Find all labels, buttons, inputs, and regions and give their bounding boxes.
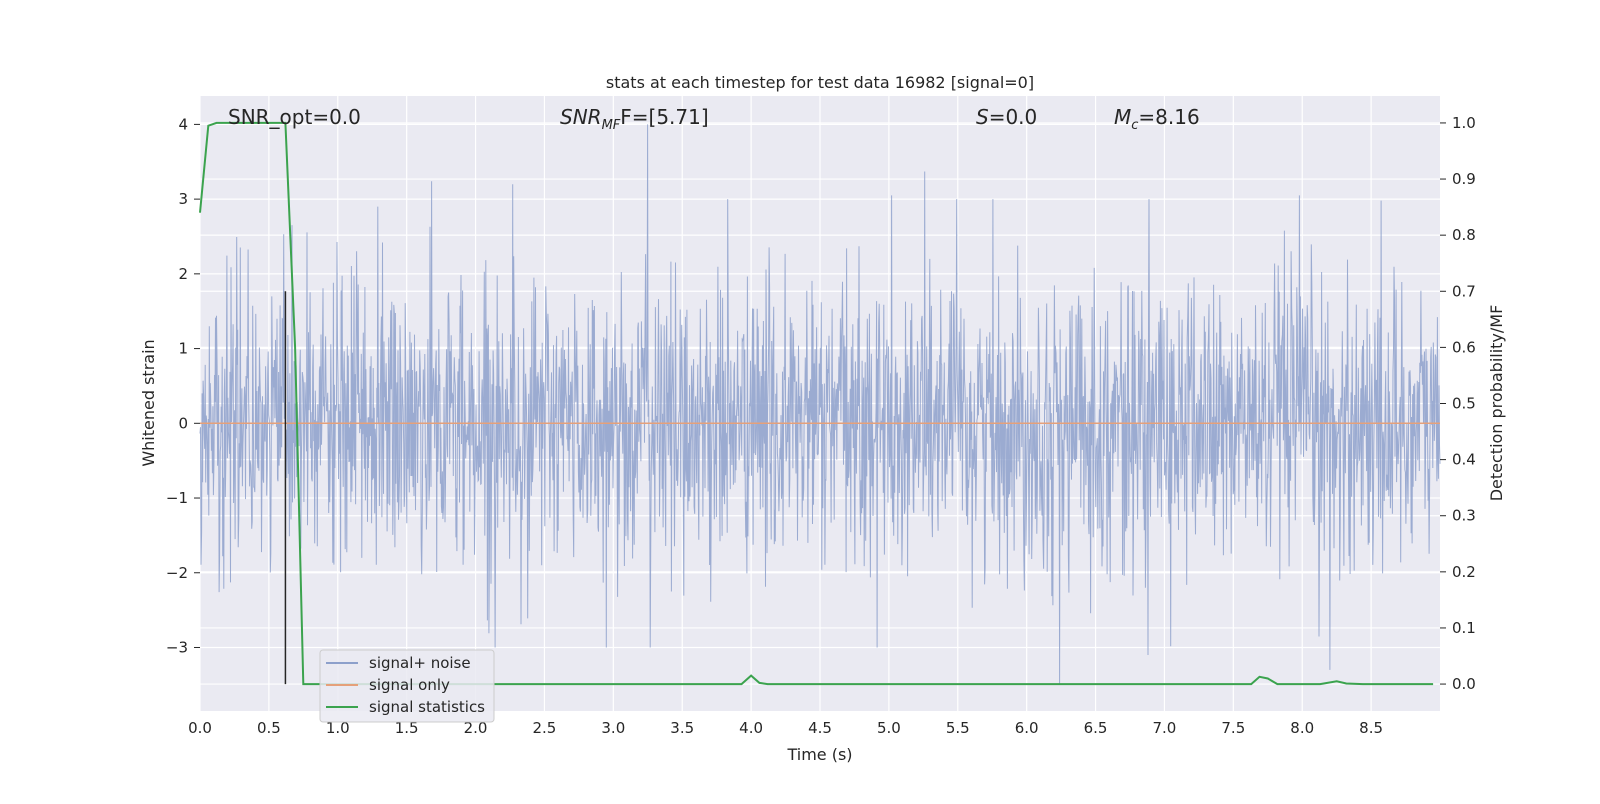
annotation-s: S=0.0 [976,105,1037,129]
y-axis-label-left: Whitened strain [139,339,158,466]
y-tick-label-right: 0.9 [1452,170,1476,188]
y-tick-label-right: 0.0 [1452,675,1476,693]
y-tick-label-right: 1.0 [1452,114,1476,132]
annotation-snr-opt: SNR_opt=0.0 [228,105,361,129]
legend-box [319,649,495,723]
annotation-snr-mf: SNRMFF=[5.71] [560,105,709,133]
chart-title: stats at each timestep for test data 169… [606,73,1034,92]
x-tick-label: 7.5 [1221,719,1245,737]
x-tick-label: 3.0 [601,719,625,737]
x-tick-label: 5.5 [946,719,970,737]
y-tick-label-right: 0.1 [1452,619,1476,637]
annotation-mc-main: M [1114,105,1131,129]
legend: signal+ noise signal only signal statist… [319,649,495,723]
x-tick-label: 6.0 [1015,719,1039,737]
annotation-s-main: S [976,105,989,129]
y-tick-label-right: 0.4 [1452,451,1476,469]
signal-noise-series [199,124,1441,685]
x-tick-label: 6.5 [1084,719,1108,737]
x-tick-label: 0.5 [257,719,281,737]
y-tick-label-right: 0.5 [1452,395,1476,413]
x-tick-label: 1.0 [326,719,350,737]
signal-statistics-series [199,121,1434,686]
y-tick-label-right: 0.3 [1452,507,1476,525]
x-tick-label: 1.5 [395,719,419,737]
y-tick-label-right: 0.8 [1452,226,1476,244]
y-tick-label-left: 2 [178,265,188,283]
x-tick-label: 8.5 [1359,719,1383,737]
y-tick-label-left: −1 [166,489,188,507]
y-tick-label-left: 3 [178,190,188,208]
x-axis-label: Time (s) [786,745,852,764]
x-ticks: 0.0 0.5 1.0 1.5 2.0 2.5 3.0 3.5 4.0 4.5 5.0 5.5 6.0 6… [188,719,1383,737]
x-tick-label: 0.0 [188,719,212,737]
y-axis-label-right: Detection probability/MF [1487,305,1506,502]
y-tick-label-right: 0.6 [1452,338,1476,356]
x-tick-label: 4.5 [808,719,832,737]
y-tick-label-left: 1 [178,340,188,358]
x-tick-label: 7.0 [1153,719,1177,737]
annotation-snr-mf-sub: MF [602,118,621,133]
annotation-snr-mf-main: SNR [560,105,602,129]
annotation-s-rest: =0.0 [989,105,1038,129]
y-ticks-left: 4 3 2 1 0 −1 −2 −3 [166,115,200,656]
annotation-mc-rest: =8.16 [1138,105,1199,129]
x-tick-label: 2.5 [533,719,557,737]
x-tick-label: 3.5 [670,719,694,737]
x-tick-label: 4.0 [739,719,763,737]
x-tick-label: 2.0 [464,719,488,737]
y-tick-label-left: −2 [166,564,188,582]
x-tick-label: 5.0 [877,719,901,737]
legend-label-signal-noise: signal+ noise [369,654,471,672]
annotation-snr-mf-rest: F=[5.71] [620,105,708,129]
annotation-mc-sub: c [1131,118,1138,133]
annotation-mc: Mc=8.16 [1114,105,1200,133]
y-tick-label-right: 0.2 [1452,563,1476,581]
y-ticks-right: 1.0 0.9 0.8 0.7 0.6 0.5 0.4 0.3 0.2 0.1 0.0 [1440,114,1476,693]
signal-noise-line [199,124,1441,685]
y-tick-label-left: −3 [166,638,188,656]
x-tick-label: 8.0 [1290,719,1314,737]
y-tick-label-left: 0 [178,414,188,432]
y-tick-label-right: 0.7 [1452,282,1476,300]
legend-label-signal-only: signal only [369,676,450,694]
legend-label-signal-statistics: signal statistics [369,698,485,716]
y-tick-label-left: 4 [178,115,188,133]
